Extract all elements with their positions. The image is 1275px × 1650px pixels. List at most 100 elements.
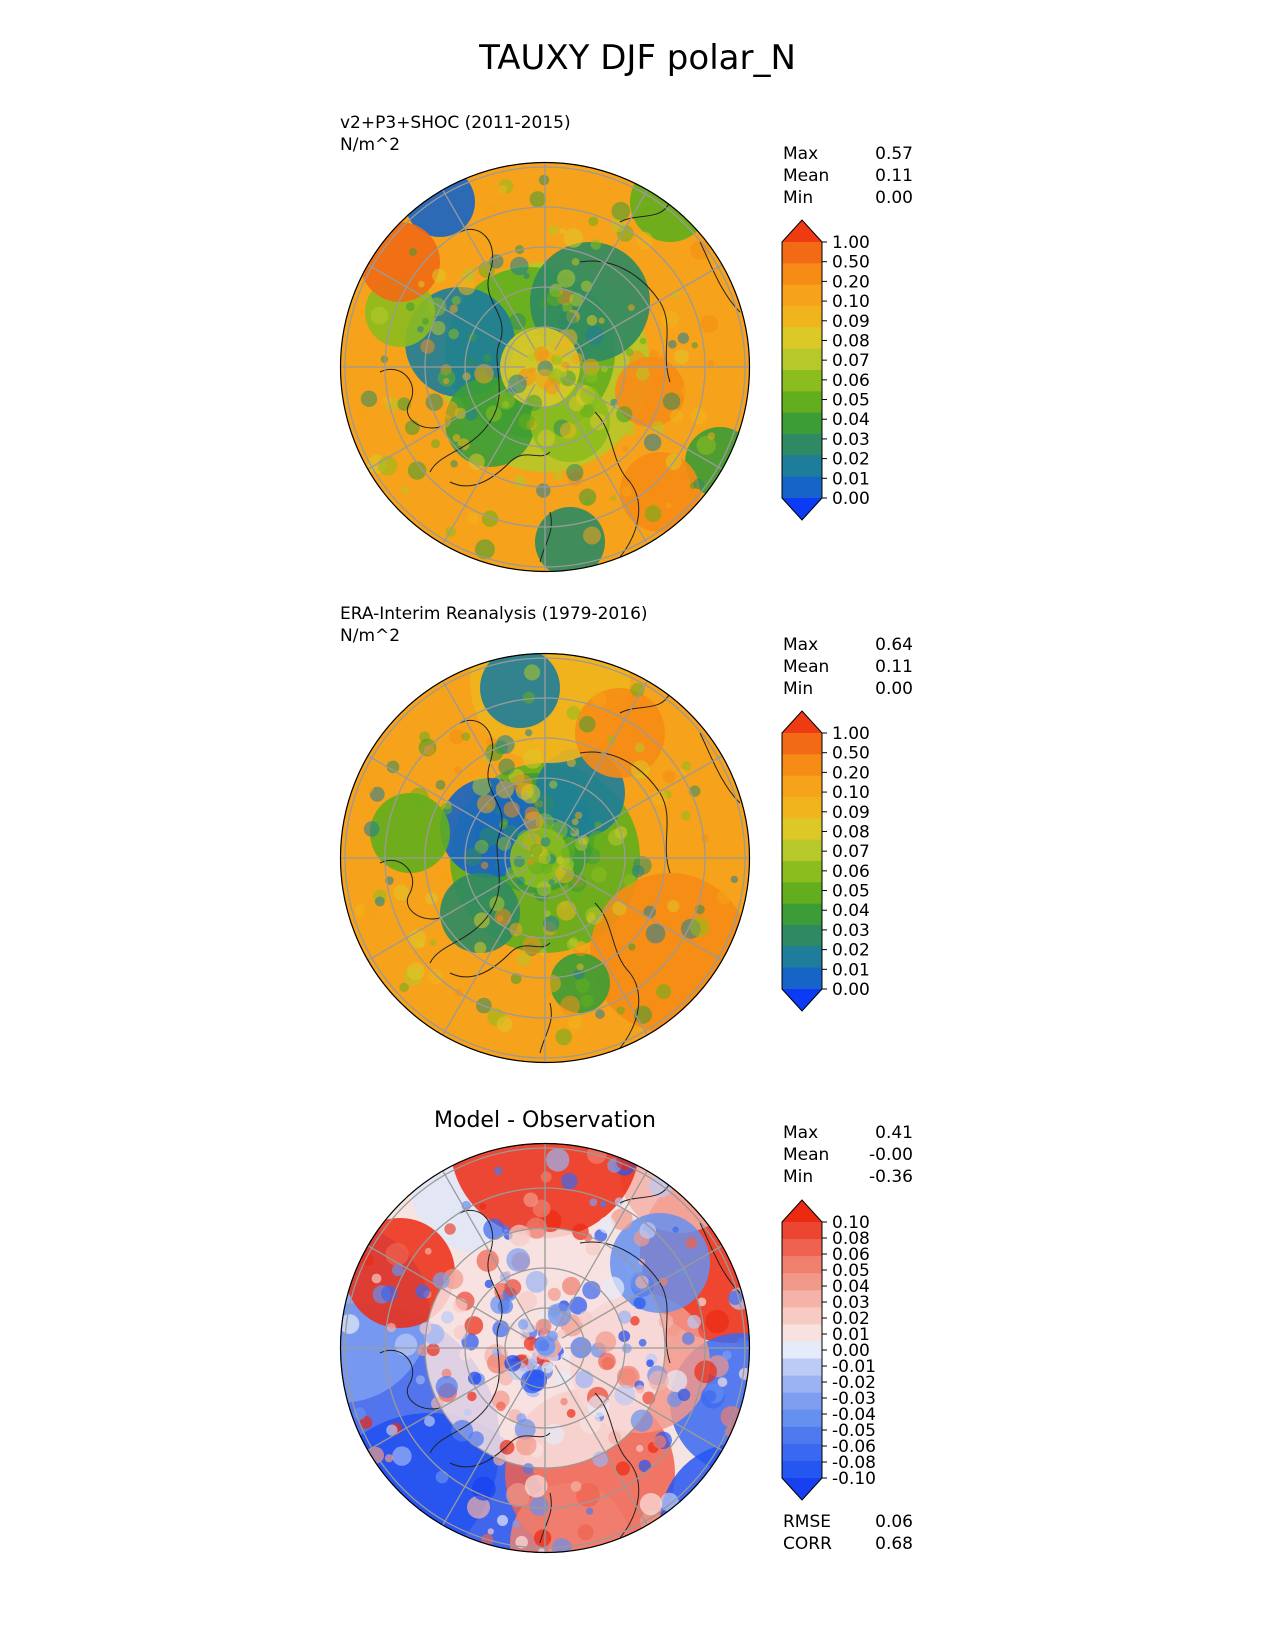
field-speckle [680,385,692,397]
field-speckle [690,240,710,260]
field-speckle [722,1350,732,1361]
stat-value: 0.11 [875,657,913,677]
field-speckle [617,1310,632,1324]
colorbar-segment [782,284,822,307]
field-speckle [687,1314,702,1329]
field-speckle [538,174,550,186]
colorbar-extend-min [782,498,822,520]
field-speckle [551,339,570,358]
colorbar-label: 0.20 [832,272,870,292]
field-speckle [503,801,520,818]
field-speckle [617,375,635,393]
colorbar-label: -0.01 [832,1357,876,1377]
stat-label: Mean [783,657,830,677]
field-speckle [616,1365,640,1389]
field-speckle [540,1171,552,1183]
field-speckle [535,1335,556,1356]
colorbar-segment [782,476,822,499]
field-speckle [636,1444,644,1453]
field-speckle [494,808,501,815]
meridian-line [441,874,536,1036]
field-speckle [461,732,471,741]
field-speckle [700,315,719,333]
field-speckle [524,664,541,681]
field-speckle [507,374,527,394]
colorbar-segment [782,348,822,371]
field-speckle [496,391,516,410]
field-speckle [574,811,583,820]
panel-1-units: N/m^2 [340,135,401,155]
field-speckle [497,184,508,194]
field-speckle [536,794,555,813]
field-speckle [668,340,677,349]
field-speckle [694,1360,718,1384]
field-speckle [458,277,476,296]
colorbar-label: 0.09 [832,312,870,332]
colorbar-segment [782,1324,822,1342]
field-speckle [580,994,594,1008]
field-speckle [463,1408,472,1416]
field-blob [535,507,605,572]
field-speckle [609,489,617,497]
colorbar-label: -0.06 [832,1437,876,1457]
field-speckle [522,935,542,955]
field-speckle [584,369,598,383]
colorbar-label: 0.05 [832,882,870,902]
field-speckle [568,937,579,947]
map-border [339,1142,751,1554]
field-speckle [496,1016,513,1032]
coastline [699,732,741,804]
field-speckle [659,1492,679,1512]
stat-label: Mean [783,1145,830,1165]
colorbar-label: -0.04 [832,1405,876,1425]
field-speckle [538,297,550,308]
field-speckle [510,256,529,276]
coastline [449,451,551,487]
stat-label: Max [783,1123,819,1143]
field-speckle [464,848,482,866]
field-speckle [399,982,409,993]
field-speckle [370,306,389,325]
field-speckle [440,400,459,419]
colorbar-label: 0.50 [832,744,870,764]
field-speckle [638,1338,647,1347]
panel-3-polar-map [339,1142,751,1554]
colorbar-label: 0.09 [832,803,870,823]
field-speckle [616,406,633,423]
field-speckle [509,313,526,330]
field-speckle [464,1316,484,1335]
field-speckle [633,1297,646,1310]
colorbar-label: -0.05 [832,1421,876,1441]
field-speckle [632,856,652,875]
meridian-line [554,383,649,545]
field-speckle [491,1390,510,1409]
colorbar-segment [782,733,822,755]
colorbar-label: 0.06 [832,1245,870,1265]
field-speckle [427,968,444,985]
field-blob [370,793,450,873]
field-speckle [677,1388,691,1402]
map-border [339,161,751,573]
field-speckle [646,1359,654,1368]
meridian-line [367,263,529,358]
field-speckle [583,526,602,545]
field-speckle [486,1352,508,1374]
field-speckle [639,1222,657,1239]
colorbar-label: 0.07 [832,351,870,371]
field-speckle [353,1407,366,1420]
colorbar-segment [782,391,822,414]
colorbar-segment [782,925,822,947]
meridian-line [561,263,723,358]
field-speckle [519,207,533,221]
field-speckle [625,348,634,357]
field-speckle [518,413,535,430]
colorbar-segment [782,1222,822,1240]
field-speckle [681,761,692,771]
field-speckle [474,941,487,954]
panel-2-colorbar: 1.000.500.200.100.090.080.070.060.050.04… [781,710,870,1012]
meridian-line [441,383,536,545]
field-speckle [585,1240,601,1256]
field-speckle [481,510,499,527]
field-speckle [533,346,549,362]
field-speckle [588,216,599,227]
